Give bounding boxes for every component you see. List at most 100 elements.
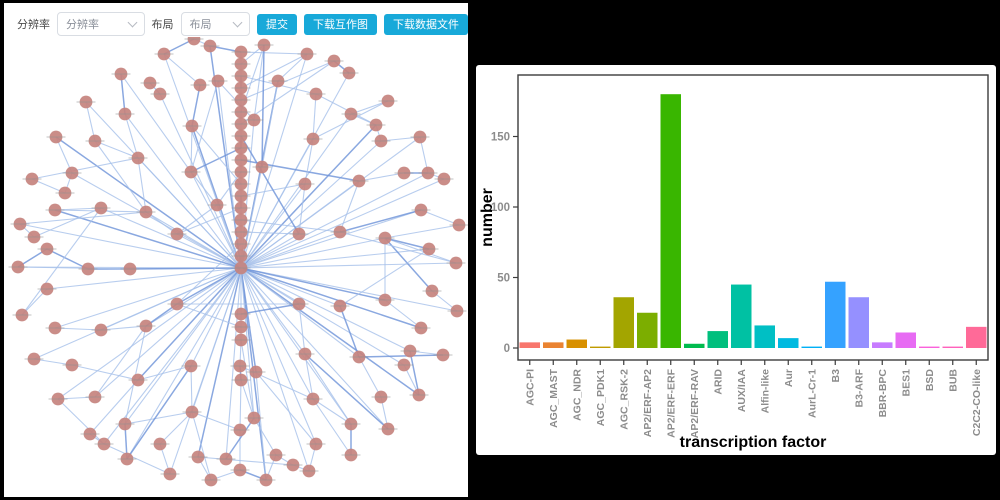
network-edge	[85, 101, 96, 142]
chart-bar	[825, 281, 846, 348]
chart-bar	[942, 346, 963, 348]
tf-bar-chart: 0 50 100 150 AGC-PI AGC_MAST AGC_NDR AGC_PDK1 AG…	[479, 74, 989, 451]
network-edge	[240, 267, 420, 396]
network-edge	[225, 267, 242, 460]
network-edge	[176, 267, 242, 305]
network-edge	[33, 207, 102, 238]
network-edge	[240, 267, 255, 419]
network-edge	[240, 303, 300, 315]
network-edge	[240, 60, 335, 125]
download-data-file-button[interactable]: 下载数据文件	[384, 13, 468, 35]
chevron-down-icon	[127, 17, 137, 28]
network-edge	[124, 411, 193, 425]
network-edge	[240, 267, 422, 329]
x-tick-label: AGC-PI	[524, 369, 536, 406]
network-edge	[190, 365, 193, 413]
network-edge	[384, 237, 433, 292]
chart-bar	[801, 346, 822, 348]
network-edge	[261, 80, 279, 168]
network-edge	[71, 364, 139, 381]
network-edge	[358, 356, 382, 398]
network-edge	[240, 379, 255, 419]
download-interaction-graph-button[interactable]: 下载互作图	[304, 13, 377, 35]
network-edge	[54, 209, 242, 269]
bar-chart-card: 0 50 100 150 AGC-PI AGC_MAST AGC_NDR AGC_PDK1 AG…	[476, 65, 996, 455]
network-edge	[240, 267, 341, 307]
network-edge	[277, 53, 308, 82]
network-edge	[240, 267, 306, 355]
chart-bar	[731, 284, 752, 348]
network-edge	[312, 398, 352, 456]
network-edge	[176, 207, 242, 235]
network-edge	[159, 411, 193, 445]
chart-bar	[919, 346, 940, 348]
network-edge	[191, 125, 242, 185]
network-graph-canvas[interactable]	[4, 37, 468, 497]
network-edge	[358, 354, 444, 358]
network-edge	[240, 51, 308, 55]
network-edge	[137, 365, 192, 381]
network-edge	[409, 350, 420, 396]
network-edge	[240, 267, 310, 472]
network-edge	[240, 138, 314, 269]
x-tick-label: BUB	[947, 369, 959, 392]
y-axis-title: number	[479, 188, 496, 247]
chart-bar	[872, 342, 893, 348]
network-edge	[33, 358, 73, 366]
chart-bar	[848, 297, 869, 348]
network-edge	[240, 178, 445, 269]
network-edge	[255, 371, 317, 445]
x-tick-label: BBR-BPC	[877, 369, 889, 418]
network-edge	[159, 93, 242, 269]
network-edge	[240, 237, 386, 269]
network-edge	[89, 379, 139, 435]
x-tick-label: AP2/ERF-RAV	[689, 369, 701, 438]
x-tick-label: B3-ARF	[853, 368, 865, 407]
network-edge	[100, 267, 242, 331]
chart-bar	[754, 325, 775, 348]
network-edge	[94, 325, 147, 398]
network-node[interactable]	[187, 37, 201, 46]
resolution-select[interactable]: 分辨率	[57, 12, 145, 36]
network-edge	[176, 233, 242, 269]
network-edge	[240, 219, 341, 233]
y-tick-label: 0	[504, 343, 510, 355]
x-tick-label: AP2/ERF-ERF	[665, 368, 677, 437]
layout-select[interactable]: 布局	[180, 12, 250, 36]
network-edge	[240, 267, 317, 445]
network-edge	[261, 44, 265, 168]
network-edge	[197, 267, 242, 458]
x-tick-label: AurL-Cr-1	[806, 369, 818, 418]
x-tick-label: AP2/ERF-AP2	[642, 369, 654, 437]
network-edge	[191, 411, 212, 481]
chart-panel	[517, 74, 989, 361]
network-edge	[240, 231, 300, 235]
y-tick-label: 100	[491, 202, 510, 214]
network-edge	[94, 140, 139, 159]
network-edge	[384, 299, 422, 329]
network-edge	[239, 379, 242, 431]
submit-button[interactable]: 提交	[257, 13, 297, 35]
chart-bar	[566, 339, 587, 348]
x-tick-label: AGC_RSK-2	[618, 369, 630, 430]
network-edge	[384, 224, 460, 239]
network-edge	[55, 136, 73, 174]
chart-bar	[613, 297, 634, 348]
network-edge	[120, 73, 192, 173]
network-edge	[240, 267, 386, 301]
chart-bar	[590, 346, 611, 348]
network-edge	[240, 53, 308, 89]
network-edge	[304, 353, 314, 400]
y-tick-label: 50	[497, 273, 510, 285]
network-edge	[240, 267, 314, 400]
layout-label: 布局	[151, 19, 174, 31]
network-edge	[240, 267, 389, 430]
x-tick-label: C2C2-CO-like	[971, 369, 983, 436]
resolution-label: 分辨率	[17, 19, 50, 31]
network-edge	[129, 267, 242, 270]
network-edge	[240, 233, 300, 269]
network-edge	[298, 183, 306, 235]
network-edge	[190, 147, 242, 173]
toolbar: 分辨率 分辨率 布局 布局 提交 下载互作图 下载数据文件	[4, 3, 468, 36]
x-tick-label: AGC_NDR	[571, 369, 583, 421]
